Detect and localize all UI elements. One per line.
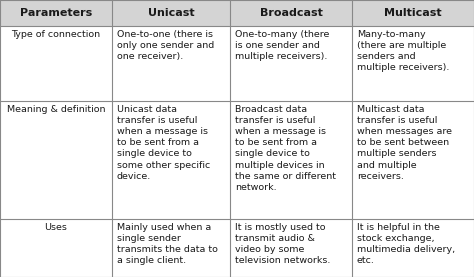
Bar bbox=[352, 0, 474, 26]
Bar bbox=[112, 26, 230, 101]
Text: One-to-many (there
is one sender and
multiple receivers).: One-to-many (there is one sender and mul… bbox=[235, 30, 329, 61]
Text: One-to-one (there is
only one sender and
one receiver).: One-to-one (there is only one sender and… bbox=[117, 30, 214, 61]
Text: Unicast: Unicast bbox=[148, 8, 194, 18]
Bar bbox=[0, 0, 112, 26]
Text: Uses: Uses bbox=[45, 223, 67, 232]
Text: It is helpful in the
stock exchange,
multimedia delivery,
etc.: It is helpful in the stock exchange, mul… bbox=[357, 223, 455, 265]
Bar bbox=[0, 219, 112, 277]
Bar bbox=[230, 26, 352, 101]
Text: Parameters: Parameters bbox=[20, 8, 92, 18]
Bar bbox=[0, 26, 112, 101]
Bar bbox=[112, 219, 230, 277]
Text: Meaning & definition: Meaning & definition bbox=[7, 105, 105, 114]
Bar bbox=[112, 0, 230, 26]
Bar bbox=[230, 219, 352, 277]
Bar bbox=[230, 101, 352, 219]
Text: Multicast: Multicast bbox=[384, 8, 442, 18]
Text: Many-to-many
(there are multiple
senders and
multiple receivers).: Many-to-many (there are multiple senders… bbox=[357, 30, 449, 72]
Text: Broadcast: Broadcast bbox=[260, 8, 322, 18]
Bar bbox=[352, 219, 474, 277]
Text: It is mostly used to
transmit audio &
video by some
television networks.: It is mostly used to transmit audio & vi… bbox=[235, 223, 330, 265]
Bar bbox=[112, 101, 230, 219]
Text: Mainly used when a
single sender
transmits the data to
a single client.: Mainly used when a single sender transmi… bbox=[117, 223, 218, 265]
Bar bbox=[352, 26, 474, 101]
Bar bbox=[0, 101, 112, 219]
Text: Unicast data
transfer is useful
when a message is
to be sent from a
single devic: Unicast data transfer is useful when a m… bbox=[117, 105, 210, 181]
Bar bbox=[352, 101, 474, 219]
Bar bbox=[230, 0, 352, 26]
Text: Broadcast data
transfer is useful
when a message is
to be sent from a
single dev: Broadcast data transfer is useful when a… bbox=[235, 105, 336, 192]
Text: Type of connection: Type of connection bbox=[11, 30, 100, 39]
Text: Multicast data
transfer is useful
when messages are
to be sent between
multiple : Multicast data transfer is useful when m… bbox=[357, 105, 452, 181]
